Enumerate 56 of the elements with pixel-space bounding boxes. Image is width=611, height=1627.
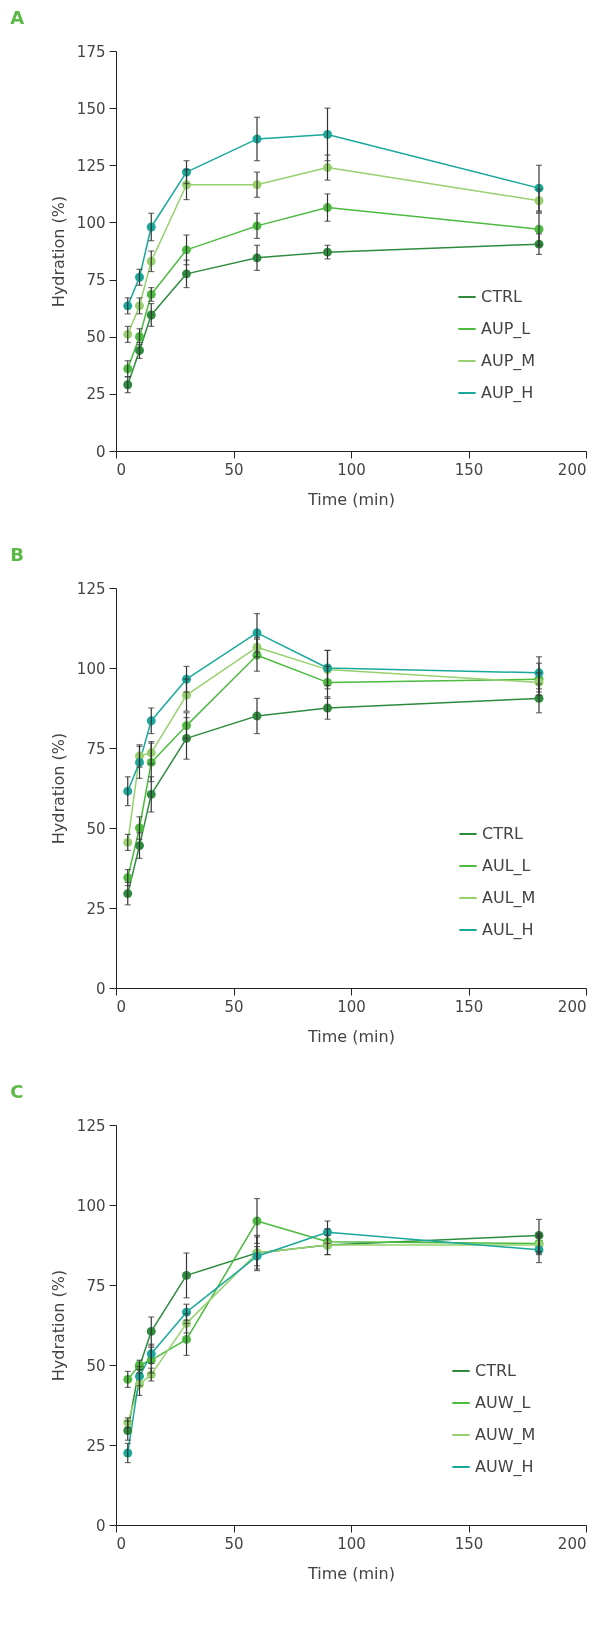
x-tick-label: 150 bbox=[454, 997, 484, 1016]
x-tick-label: 150 bbox=[454, 1534, 484, 1553]
legend-label: AUP_L bbox=[481, 319, 531, 339]
legend-label: AUW_M bbox=[475, 1425, 536, 1445]
y-axis-title: Hydration (%) bbox=[48, 732, 68, 845]
x-tick-label: 50 bbox=[224, 1534, 244, 1553]
x-tick-label: 50 bbox=[224, 460, 244, 479]
x-tick-label: 100 bbox=[337, 997, 366, 1016]
x-tick-label: 200 bbox=[557, 460, 587, 479]
legend-label: AUP_H bbox=[481, 383, 534, 403]
chart-title: B bbox=[10, 544, 25, 565]
legend-label: AUL_M bbox=[482, 888, 536, 908]
y-tick-label: 75 bbox=[86, 271, 106, 290]
y-tick-label: 0 bbox=[95, 1516, 106, 1535]
x-tick-label: 0 bbox=[116, 1534, 127, 1553]
y-axis-title: Hydration (%) bbox=[48, 1269, 68, 1382]
y-tick-label: 175 bbox=[76, 42, 106, 61]
y-tick-label: 50 bbox=[86, 819, 106, 838]
y-axis-title: Hydration (%) bbox=[48, 195, 68, 308]
x-tick-label: 100 bbox=[337, 1534, 366, 1553]
x-tick-label: 150 bbox=[454, 460, 484, 479]
y-tick-label: 100 bbox=[76, 659, 106, 678]
x-tick-label: 50 bbox=[224, 997, 244, 1016]
chart-title: A bbox=[10, 7, 25, 28]
y-tick-label: 100 bbox=[76, 1196, 106, 1215]
y-tick-label: 125 bbox=[76, 1116, 106, 1135]
x-tick-label: 0 bbox=[116, 460, 127, 479]
x-axis-title: Time (min) bbox=[307, 1563, 395, 1583]
legend-label: AUW_L bbox=[475, 1393, 531, 1413]
x-tick-label: 100 bbox=[337, 460, 366, 479]
y-tick-label: 100 bbox=[76, 213, 106, 232]
chart-title: C bbox=[10, 1081, 24, 1102]
legend-label: CTRL bbox=[475, 1361, 517, 1380]
x-tick-label: 200 bbox=[557, 1534, 587, 1553]
x-axis-title: Time (min) bbox=[307, 489, 395, 509]
y-tick-label: 50 bbox=[86, 1356, 106, 1375]
y-tick-label: 75 bbox=[86, 739, 106, 758]
legend-label: AUW_H bbox=[475, 1457, 534, 1477]
y-tick-label: 0 bbox=[95, 442, 106, 461]
x-tick-label: 200 bbox=[557, 997, 587, 1016]
y-tick-label: 25 bbox=[86, 1436, 106, 1455]
legend-label: AUL_H bbox=[482, 920, 534, 940]
y-tick-label: 75 bbox=[86, 1276, 106, 1295]
y-tick-label: 50 bbox=[86, 328, 106, 347]
legend-label: CTRL bbox=[482, 824, 524, 843]
x-tick-label: 0 bbox=[116, 997, 127, 1016]
y-tick-label: 25 bbox=[86, 899, 106, 918]
x-axis-title: Time (min) bbox=[307, 1026, 395, 1046]
legend-label: AUL_L bbox=[482, 856, 531, 876]
y-tick-label: 0 bbox=[95, 979, 106, 998]
y-tick-label: 125 bbox=[76, 579, 106, 598]
y-tick-label: 25 bbox=[86, 385, 106, 404]
legend-label: AUP_M bbox=[481, 351, 536, 371]
y-tick-label: 150 bbox=[76, 99, 106, 118]
y-tick-label: 125 bbox=[76, 156, 106, 175]
legend-label: CTRL bbox=[481, 287, 523, 306]
